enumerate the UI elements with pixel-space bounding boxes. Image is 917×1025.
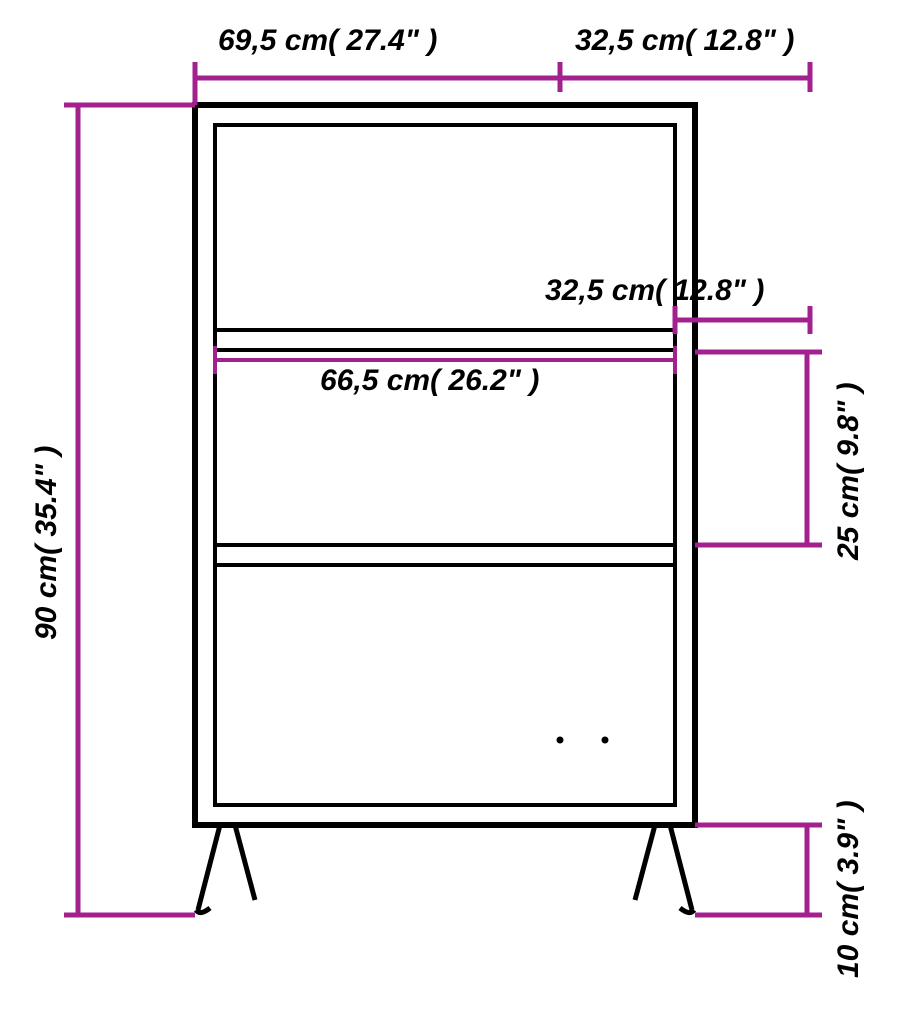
diagram-svg: [0, 0, 917, 1020]
dim-top-width: 69,5 cm( 27.4" ): [218, 24, 437, 58]
dim-shelf-width: 66,5 cm( 26.2" ): [320, 364, 539, 398]
dimension-lines: [64, 62, 822, 915]
dimension-diagram: 69,5 cm( 27.4" ) 32,5 cm( 12.8" ) 32,5 c…: [0, 0, 917, 1020]
dim-top-depth: 32,5 cm( 12.8" ): [575, 24, 794, 58]
dim-shelf-gap: 25 cm( 9.8" ): [832, 382, 866, 560]
dim-shelf-depth: 32,5 cm( 12.8" ): [545, 274, 764, 308]
dim-leg-height: 10 cm( 3.9" ): [832, 800, 866, 978]
dim-height-total: 90 cm( 35.4" ): [30, 446, 64, 640]
cabinet-outline: [195, 105, 695, 913]
